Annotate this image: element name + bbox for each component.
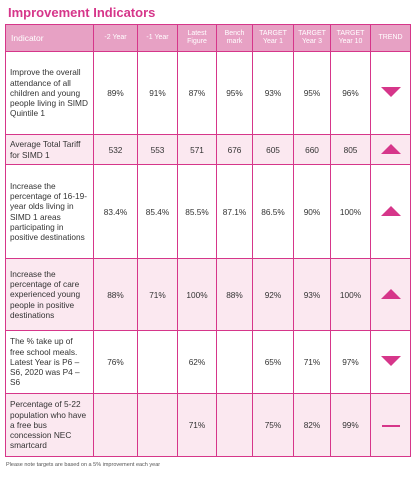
cell-target-year-1: 65% xyxy=(252,330,294,394)
cell-latest-figure: 87% xyxy=(177,51,217,135)
cell-target-year-3: 71% xyxy=(293,330,331,394)
header-t10-line2: Year 10 xyxy=(338,38,363,45)
cell-minus-1-year: 91% xyxy=(137,51,178,135)
header-benchmark: Bench mark xyxy=(216,24,253,52)
cell-latest-figure: 71% xyxy=(177,393,217,457)
cell-minus-2-year: 89% xyxy=(93,51,138,135)
cell-target-year-10: 100% xyxy=(330,164,371,259)
cell-target-year-3: 95% xyxy=(293,51,331,135)
cell-trend xyxy=(370,164,411,259)
header-indicator: Indicator xyxy=(5,24,94,52)
table-row: Improve the overall attendance of all ch… xyxy=(5,51,411,135)
cell-target-year-10: 805 xyxy=(330,134,371,165)
cell-target-year-1: 605 xyxy=(252,134,294,165)
cell-target-year-3: 90% xyxy=(293,164,331,259)
table-header-row: Indicator -2 Year -1 Year Latest Figure B… xyxy=(5,24,411,52)
row-indicator-text: The % take up of free school meals. Late… xyxy=(5,330,94,394)
header-t1-line1: TARGET xyxy=(259,29,287,37)
row-indicator-text: Percentage of 5-22 population who have a… xyxy=(5,393,94,457)
header-trend: TREND xyxy=(370,24,411,52)
cell-trend xyxy=(370,258,411,331)
cell-target-year-3: 93% xyxy=(293,258,331,331)
cell-latest-figure: 571 xyxy=(177,134,217,165)
table-row: The % take up of free school meals. Late… xyxy=(5,330,411,394)
cell-target-year-1: 75% xyxy=(252,393,294,457)
footnote: Please note targets are based on a 5% im… xyxy=(6,462,161,468)
cell-benchmark: 95% xyxy=(216,51,253,135)
header-target-year-10: TARGET Year 10 xyxy=(330,24,371,52)
cell-trend xyxy=(370,393,411,457)
cell-minus-1-year: 85.4% xyxy=(137,164,178,259)
header-latest-line2: Figure xyxy=(187,38,207,45)
header-t1-line2: Year 1 xyxy=(263,38,283,45)
header-t3-line1: TARGET xyxy=(298,29,326,37)
row-indicator-text: Increase the percentage of 16-19-year ol… xyxy=(5,164,94,259)
cell-target-year-10: 99% xyxy=(330,393,371,457)
header-minus-1-year: -1 Year xyxy=(137,24,178,52)
cell-minus-1-year xyxy=(137,330,178,394)
cell-minus-2-year: 532 xyxy=(93,134,138,165)
header-minus-2-year: -2 Year xyxy=(93,24,138,52)
up-arrow-icon xyxy=(380,205,401,216)
header-bench-line1: Bench xyxy=(224,29,245,37)
cell-minus-2-year: 88% xyxy=(93,258,138,331)
cell-benchmark: 676 xyxy=(216,134,253,165)
down-arrow-icon xyxy=(380,356,401,366)
down-arrow-icon xyxy=(380,87,401,97)
page-title: Improvement Indicators xyxy=(8,5,156,20)
header-target-year-1: TARGET Year 1 xyxy=(252,24,294,52)
cell-benchmark: 88% xyxy=(216,258,253,331)
cell-trend xyxy=(370,51,411,135)
cell-target-year-1: 92% xyxy=(252,258,294,331)
flat-dash-icon xyxy=(381,424,400,427)
row-indicator-text: Increase the percentage of care experien… xyxy=(5,258,94,331)
row-indicator-text: Improve the overall attendance of all ch… xyxy=(5,51,94,135)
row-indicator-text: Average Total Tariff for SIMD 1 xyxy=(5,134,94,165)
cell-trend xyxy=(370,330,411,394)
cell-target-year-10: 96% xyxy=(330,51,371,135)
header-t3-line2: Year 3 xyxy=(302,38,322,45)
header-bench-line2: mark xyxy=(226,38,243,45)
cell-latest-figure: 62% xyxy=(177,330,217,394)
table-row: Increase the percentage of care experien… xyxy=(5,258,411,331)
cell-target-year-10: 97% xyxy=(330,330,371,394)
cell-target-year-3: 660 xyxy=(293,134,331,165)
header-t10-line1: TARGET xyxy=(336,29,365,37)
cell-latest-figure: 85.5% xyxy=(177,164,217,259)
cell-benchmark xyxy=(216,393,253,457)
cell-trend xyxy=(370,134,411,165)
indicators-table: Indicator -2 Year -1 Year Latest Figure B… xyxy=(5,24,411,457)
header-latest-line1: Latest xyxy=(187,29,207,37)
cell-latest-figure: 100% xyxy=(177,258,217,331)
cell-target-year-3: 82% xyxy=(293,393,331,457)
cell-minus-2-year xyxy=(93,393,138,457)
header-target-year-3: TARGET Year 3 xyxy=(293,24,331,52)
cell-target-year-1: 93% xyxy=(252,51,294,135)
cell-minus-1-year xyxy=(137,393,178,457)
cell-benchmark xyxy=(216,330,253,394)
cell-minus-1-year: 553 xyxy=(137,134,178,165)
header-latest-figure: Latest Figure xyxy=(177,24,217,52)
cell-minus-1-year: 71% xyxy=(137,258,178,331)
cell-target-year-1: 86.5% xyxy=(252,164,294,259)
table-row: Average Total Tariff for SIMD 1 532 553 … xyxy=(5,134,411,165)
table-row: Increase the percentage of 16-19-year ol… xyxy=(5,164,411,259)
up-arrow-icon xyxy=(380,143,401,154)
cell-minus-2-year: 83.4% xyxy=(93,164,138,259)
up-arrow-icon xyxy=(380,288,401,299)
table-row: Percentage of 5-22 population who have a… xyxy=(5,393,411,457)
cell-minus-2-year: 76% xyxy=(93,330,138,394)
cell-target-year-10: 100% xyxy=(330,258,371,331)
cell-benchmark: 87.1% xyxy=(216,164,253,259)
